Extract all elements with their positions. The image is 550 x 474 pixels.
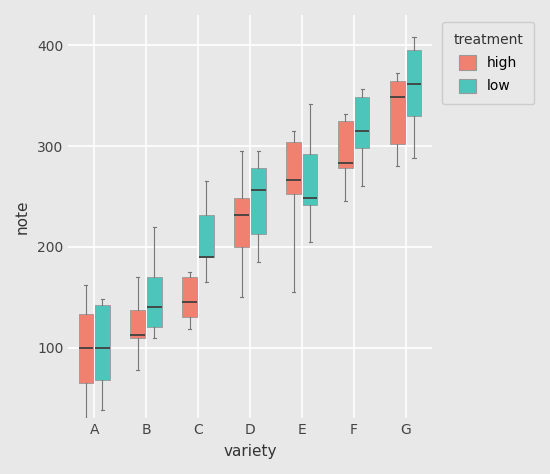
X-axis label: variety: variety bbox=[223, 444, 277, 459]
Legend: high, low: high, low bbox=[442, 22, 535, 104]
PathPatch shape bbox=[130, 310, 145, 337]
PathPatch shape bbox=[147, 277, 162, 328]
PathPatch shape bbox=[355, 97, 370, 148]
PathPatch shape bbox=[199, 215, 213, 257]
PathPatch shape bbox=[95, 305, 110, 380]
PathPatch shape bbox=[338, 121, 353, 168]
PathPatch shape bbox=[303, 154, 317, 204]
PathPatch shape bbox=[407, 50, 421, 116]
PathPatch shape bbox=[251, 168, 266, 234]
PathPatch shape bbox=[79, 314, 93, 383]
PathPatch shape bbox=[234, 199, 249, 247]
Y-axis label: note: note bbox=[15, 200, 30, 234]
PathPatch shape bbox=[390, 81, 405, 144]
PathPatch shape bbox=[287, 142, 301, 194]
PathPatch shape bbox=[183, 277, 197, 318]
